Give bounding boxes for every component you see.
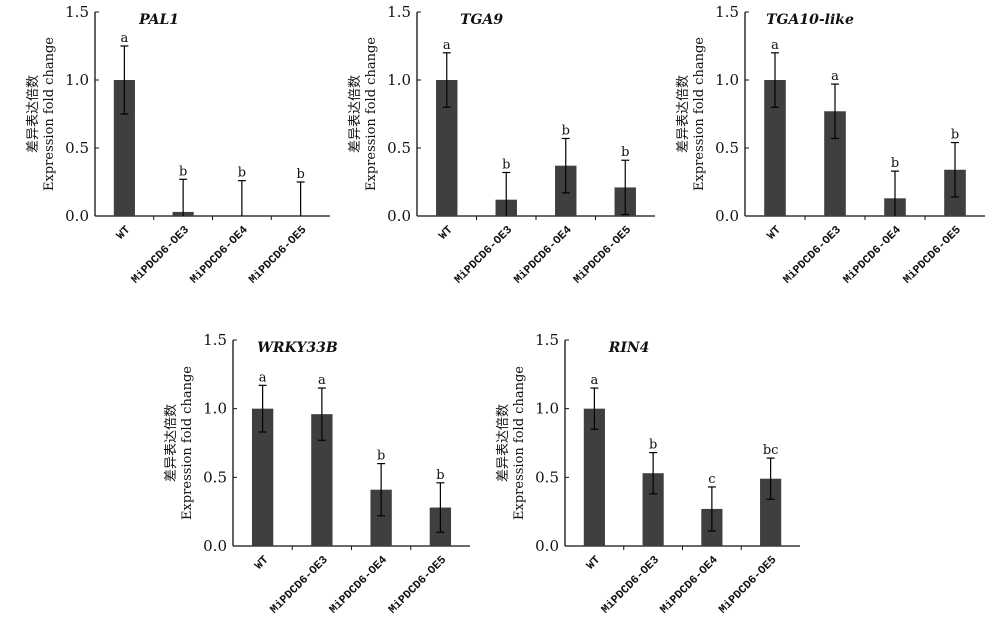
x-tick-label: WT (765, 224, 784, 243)
significance-letter: b (649, 438, 657, 453)
y-tick-label: 1.0 (203, 400, 227, 418)
chart-title: RIN4 (608, 340, 650, 356)
significance-letter: b (502, 157, 510, 172)
x-tick-label: WT (114, 224, 133, 243)
significance-letter: bc (763, 443, 779, 458)
x-tick-label: MiPDCD6-OE4 (658, 554, 721, 617)
x-tick-label: WT (584, 554, 603, 573)
y-tick-label: 1.5 (535, 331, 559, 349)
x-tick-label: MiPDCD6-OE5 (717, 554, 780, 617)
y-tick-label: 0.0 (65, 207, 89, 225)
y-tick-label: 1.5 (65, 3, 89, 21)
y-tick-label: 1.0 (535, 400, 559, 418)
x-tick-label: MiPDCD6-OE4 (841, 224, 904, 287)
significance-letter: b (238, 166, 246, 181)
significance-letter: b (562, 123, 570, 138)
chart-title: PAL1 (138, 12, 179, 28)
y-tick-label: 1.0 (387, 71, 411, 89)
x-tick-label: MiPDCD6-OE5 (386, 554, 449, 617)
chart-title: TGA10-like (766, 12, 854, 28)
y-axis-label: Expression fold change (512, 366, 527, 520)
x-tick-label: MiPDCD6-OE3 (599, 554, 662, 617)
bar (251, 408, 274, 546)
x-tick-label: MiPDCD6-OE3 (452, 224, 515, 287)
significance-letter: b (951, 128, 959, 143)
y-axis-label-cn: 差异表达倍数 (676, 75, 691, 153)
significance-letter: b (891, 156, 899, 171)
y-tick-label: 0.5 (387, 139, 411, 157)
y-axis-label-cn: 差异表达倍数 (26, 75, 41, 153)
bar (436, 80, 458, 216)
x-tick-label: MiPDCD6-OE3 (781, 224, 844, 287)
y-tick-label: 0.5 (65, 139, 89, 157)
bar (824, 111, 846, 216)
y-axis-label: Expression fold change (42, 37, 57, 191)
x-tick-label: MiPDCD6-OE3 (268, 554, 331, 617)
significance-letter: b (296, 167, 304, 182)
y-axis-label: Expression fold change (180, 366, 195, 520)
significance-letter: c (708, 472, 715, 487)
significance-letter: b (436, 468, 444, 483)
significance-letter: b (377, 449, 385, 464)
significance-letter: b (179, 164, 187, 179)
chart-title: TGA9 (460, 12, 503, 28)
y-tick-label: 0.5 (203, 468, 227, 486)
significance-letter: a (771, 38, 779, 53)
bar (583, 408, 605, 546)
x-tick-label: MiPDCD6-OE5 (901, 224, 964, 287)
bar (311, 414, 333, 546)
significance-letter: a (443, 38, 451, 53)
y-axis-label: Expression fold change (364, 37, 379, 191)
y-axis-label-cn: 差异表达倍数 (348, 75, 363, 153)
significance-letter: a (318, 373, 326, 388)
x-tick-label: MiPDCD6-OE4 (188, 224, 251, 287)
y-tick-label: 1.0 (715, 71, 739, 89)
significance-letter: a (259, 370, 267, 385)
y-tick-label: 0.0 (387, 207, 411, 225)
significance-letter: a (590, 373, 598, 388)
y-tick-label: 0.5 (535, 468, 559, 486)
y-tick-label: 1.0 (65, 71, 89, 89)
bar (764, 80, 786, 216)
x-tick-label: MiPDCD6-OE5 (571, 224, 634, 287)
significance-letter: a (120, 31, 128, 46)
x-tick-label: MiPDCD6-OE4 (327, 554, 390, 617)
y-tick-label: 1.5 (203, 331, 227, 349)
x-tick-label: MiPDCD6-OE4 (512, 224, 575, 287)
y-tick-label: 0.0 (535, 537, 559, 555)
bar (113, 80, 135, 216)
chart-title: WRKY33B (257, 340, 338, 356)
x-tick-label: WT (437, 224, 456, 243)
x-tick-label: WT (252, 554, 271, 573)
significance-letter: b (621, 145, 629, 160)
significance-letter: a (831, 69, 839, 84)
bar (642, 473, 664, 546)
bar (370, 489, 392, 546)
y-tick-label: 0.0 (203, 537, 227, 555)
y-axis-label: Expression fold change (692, 37, 707, 191)
y-tick-label: 0.5 (715, 139, 739, 157)
y-tick-label: 0.0 (715, 207, 739, 225)
bar (760, 478, 782, 546)
y-tick-label: 1.5 (715, 3, 739, 21)
x-tick-label: MiPDCD6-OE5 (247, 224, 310, 287)
y-axis-label-cn: 差异表达倍数 (496, 404, 511, 482)
y-tick-label: 1.5 (387, 3, 411, 21)
y-axis-label-cn: 差异表达倍数 (164, 404, 179, 482)
x-tick-label: MiPDCD6-OE3 (129, 224, 192, 287)
